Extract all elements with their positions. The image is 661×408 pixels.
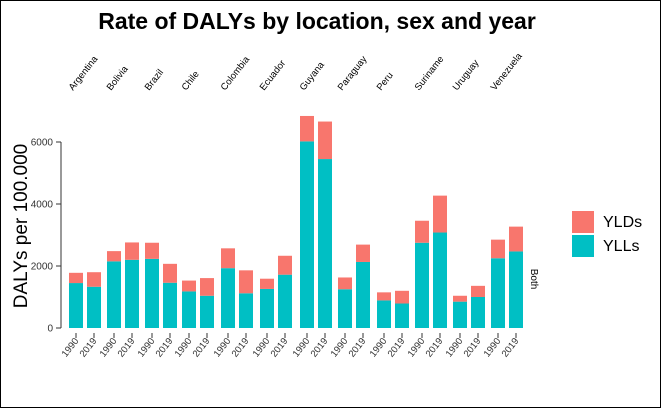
- y-tick-label: 2000: [31, 262, 54, 273]
- bar-ylds: [338, 277, 352, 290]
- bar-ylls: [221, 268, 235, 328]
- bar-ylls: [163, 282, 177, 328]
- year-tick-label: 1990: [98, 336, 120, 359]
- year-tick-label: 2019: [347, 336, 369, 359]
- bar-ylds: [87, 272, 101, 287]
- y-axis-label: DALYs per 100.000: [11, 144, 32, 308]
- bar-ylds: [453, 295, 467, 302]
- bar-ylls: [318, 159, 332, 328]
- location-label: Paraguay: [336, 54, 370, 93]
- bar-ylds: [509, 226, 523, 252]
- location-label: Chile: [180, 69, 202, 93]
- bar-ylls: [471, 297, 485, 328]
- legend: YLDs YLLs: [572, 211, 642, 257]
- legend-swatch: [572, 211, 594, 233]
- year-tick-label: 2019: [386, 336, 408, 359]
- bar-ylls: [278, 274, 292, 328]
- y-tick-label: 0: [47, 324, 53, 335]
- year-tick-label: 2019: [424, 336, 446, 359]
- bar-ylds: [260, 278, 274, 289]
- year-tick-label: 1990: [251, 336, 273, 359]
- bar-ylls: [87, 286, 101, 328]
- bar-ylds: [69, 272, 83, 284]
- year-tick-label: 1990: [173, 336, 195, 359]
- plot-area: 0200040006000Argentina19902019Bolivia199…: [31, 51, 525, 360]
- bar-ylls: [300, 141, 314, 328]
- bar-ylls: [453, 301, 467, 328]
- bar-ylds: [239, 270, 253, 294]
- bar-ylds: [300, 115, 314, 142]
- bar-ylls: [433, 232, 447, 328]
- legend-swatch: [572, 235, 594, 257]
- bar-ylds: [200, 278, 214, 296]
- location-label: Colombia: [219, 54, 253, 93]
- year-tick-label: 2019: [78, 336, 100, 359]
- bar-ylds: [415, 220, 429, 243]
- legend-label: YLDs: [603, 214, 642, 231]
- bar-ylds: [107, 251, 121, 262]
- bar-ylls: [69, 283, 83, 328]
- y-tick-label: 6000: [31, 138, 54, 149]
- year-tick-label: 1990: [482, 336, 504, 359]
- location-label: Argentina: [67, 53, 101, 92]
- bar-ylds: [125, 242, 139, 260]
- location-label: Venezuela: [489, 51, 525, 93]
- year-tick-label: 2019: [500, 336, 522, 359]
- bar-ylds: [221, 248, 235, 269]
- bar-ylls: [491, 258, 505, 328]
- chart-title: Rate of DALYs by location, sex and year: [98, 8, 536, 34]
- bar-ylls: [356, 261, 370, 328]
- bar-ylls: [395, 303, 409, 328]
- year-tick-label: 2019: [191, 336, 213, 359]
- bar-ylls: [509, 251, 523, 328]
- bar-ylds: [318, 121, 332, 160]
- location-label: Uruguay: [451, 58, 482, 93]
- bar-ylls: [125, 259, 139, 328]
- bar-ylls: [239, 293, 253, 328]
- year-tick-label: 1990: [406, 336, 428, 359]
- bar-ylls: [338, 289, 352, 328]
- location-label: Guyana: [298, 59, 328, 93]
- bar-ylds: [182, 280, 196, 292]
- year-tick-label: 2019: [309, 336, 331, 359]
- bar-ylls: [200, 295, 214, 328]
- bar-ylds: [471, 285, 485, 297]
- bar-ylds: [433, 195, 447, 233]
- location-label: Ecuador: [258, 58, 288, 93]
- year-tick-label: 1990: [444, 336, 466, 359]
- year-tick-label: 2019: [269, 336, 291, 359]
- location-label: Peru: [375, 70, 396, 93]
- year-tick-label: 1990: [212, 336, 234, 359]
- bar-ylls: [415, 242, 429, 328]
- year-tick-label: 2019: [462, 336, 484, 359]
- legend-label: YLLs: [603, 238, 639, 255]
- year-tick-label: 1990: [329, 336, 351, 359]
- bar-ylls: [107, 261, 121, 328]
- bar-ylls: [260, 288, 274, 328]
- bar-ylds: [163, 263, 177, 283]
- year-tick-label: 1990: [60, 336, 82, 359]
- year-tick-label: 2019: [230, 336, 252, 359]
- bar-ylls: [182, 291, 196, 328]
- facet-strip-label: Both: [528, 269, 539, 290]
- bar-ylds: [377, 292, 391, 301]
- year-tick-label: 1990: [291, 336, 313, 359]
- year-tick-label: 1990: [368, 336, 390, 359]
- bar-ylds: [356, 244, 370, 262]
- bar-ylls: [377, 300, 391, 328]
- bar-ylds: [491, 239, 505, 259]
- location-label: Suriname: [413, 54, 447, 93]
- y-tick-label: 4000: [31, 200, 54, 211]
- location-label: Bolivia: [105, 63, 131, 92]
- bar-ylds: [278, 255, 292, 275]
- bar-ylds: [145, 242, 159, 259]
- location-label: Brazil: [143, 67, 166, 92]
- year-tick-label: 2019: [154, 336, 176, 359]
- bar-ylds: [395, 290, 409, 304]
- bar-ylls: [145, 258, 159, 328]
- year-tick-label: 1990: [136, 336, 158, 359]
- year-tick-label: 2019: [116, 336, 138, 359]
